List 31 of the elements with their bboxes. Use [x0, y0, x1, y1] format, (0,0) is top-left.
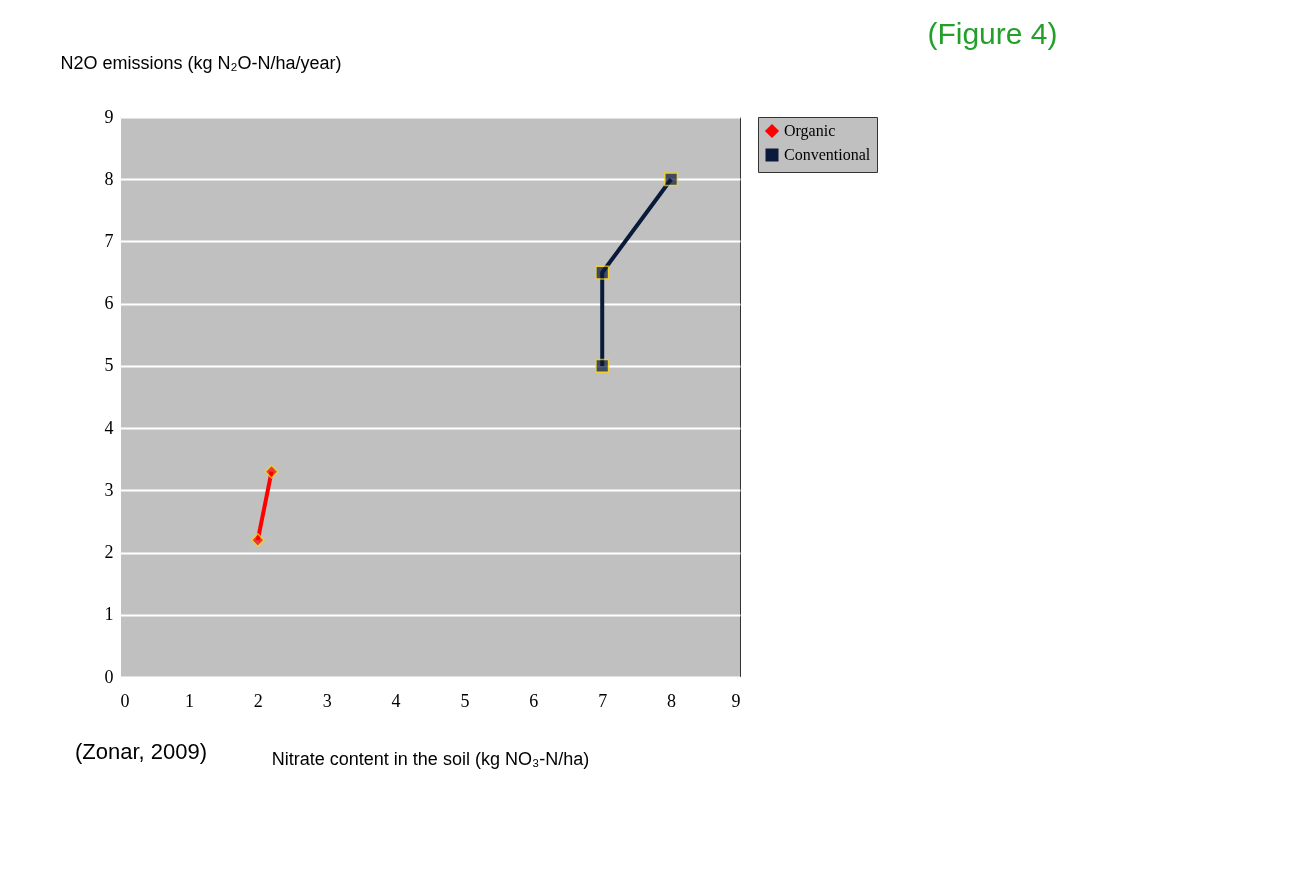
x-tick-label: 3	[322, 690, 332, 711]
point	[250, 533, 265, 548]
y-tick-label: 6	[104, 293, 114, 314]
x-tick-label: 9	[731, 690, 741, 711]
point	[664, 172, 679, 187]
y-tick-label: 4	[104, 417, 114, 438]
y-tick-label: 8	[104, 168, 114, 189]
y-tick-label: 3	[104, 479, 114, 500]
point	[595, 265, 610, 280]
x-tick-label: 5	[460, 690, 470, 711]
x-tick-label: 0	[120, 690, 130, 711]
y-tick-label: 1	[104, 604, 114, 625]
y-tick-label: 2	[104, 542, 114, 563]
x-tick-label: 8	[667, 690, 677, 711]
point	[264, 464, 279, 479]
x-tick-label: 1	[184, 690, 194, 711]
legend-label: Organic	[784, 122, 836, 140]
text: (Figure 4)	[927, 17, 1058, 50]
y-tick-label: 7	[104, 230, 114, 251]
x-tick-label: 6	[529, 690, 539, 711]
y-tick-label: 0	[104, 666, 114, 687]
y-axis-title: N2O emissions (kg N₂O-N/ha/year)	[60, 52, 342, 73]
x-tick-label: 2	[253, 690, 263, 711]
text: (Zonar, 2009)	[75, 739, 208, 764]
x-tick-label: 4	[391, 690, 401, 711]
y-tick-label: 5	[104, 355, 114, 376]
legend-label: Conventional	[784, 146, 871, 163]
x-axis-title: Nitrate content in the soil (kg NO₃-N/ha)	[271, 748, 590, 769]
x-tick-label: 7	[598, 690, 608, 711]
point	[595, 358, 610, 373]
y-tick-label: 9	[104, 106, 114, 127]
